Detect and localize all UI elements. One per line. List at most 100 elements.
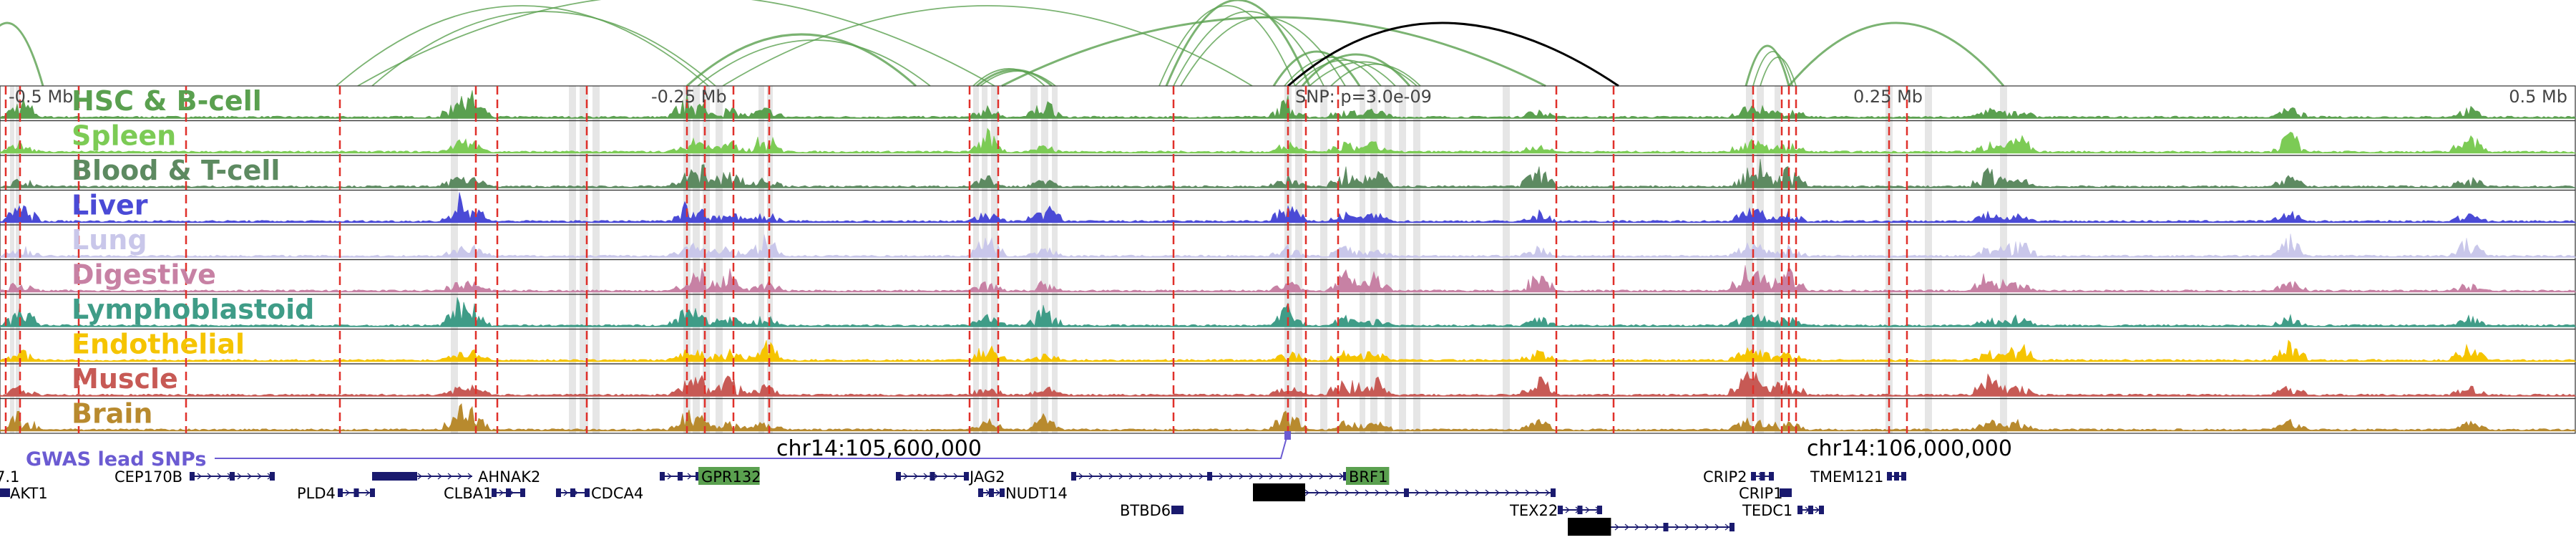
exon — [370, 488, 375, 497]
loop-arc — [1301, 53, 1411, 87]
strand-arrow — [1118, 473, 1123, 480]
track-label: Liver — [72, 190, 148, 221]
gene-label: CRIP1 — [1739, 485, 1782, 502]
exon — [1887, 472, 1892, 481]
exon — [660, 472, 665, 481]
gene-gpr132[interactable]: GPR132 — [660, 467, 761, 486]
exon — [1760, 472, 1765, 481]
strand-arrow — [1309, 473, 1314, 480]
strand-arrow — [1138, 473, 1143, 480]
gwas-link — [215, 432, 1289, 459]
strand-arrow — [1634, 524, 1639, 531]
gene-pld4[interactable]: PLD4 — [297, 485, 375, 502]
exon — [585, 488, 590, 497]
loop-arc — [976, 69, 1053, 87]
track-label: Endothelial — [72, 329, 245, 360]
gene-tex22[interactable]: TEX22 — [1509, 502, 1602, 519]
loop-arc — [686, 33, 917, 87]
scale-label: 0.25 Mb — [1853, 87, 1923, 107]
gene-label: JAG2 — [968, 468, 1005, 486]
exon — [1577, 506, 1583, 514]
gene-tedc1[interactable]: TEDC1 — [1742, 502, 1824, 519]
strand-arrow — [1355, 489, 1360, 496]
exon — [1404, 488, 1409, 497]
strand-arrow — [1375, 489, 1380, 496]
strand-arrow — [1525, 489, 1530, 496]
track-label: Lung — [72, 224, 147, 256]
strand-arrow — [1239, 473, 1244, 480]
strand-arrow — [1485, 489, 1490, 496]
distance-scale: -0.5 Mb -0.25 Mb SNP: p=3.0e-09 0.25 Mb 0.5 … — [9, 87, 2567, 107]
gene-ahnak2[interactable]: AHNAK2 — [372, 468, 540, 486]
strand-arrow — [1088, 473, 1093, 480]
strand-arrow — [1395, 489, 1400, 496]
exon — [964, 472, 969, 481]
gene-btbd6[interactable]: BTBD6 — [1120, 502, 1184, 519]
gene-label: NUDT14 — [1005, 485, 1068, 502]
gene-mta1[interactable]: MTA1 — [1568, 518, 1735, 536]
exon — [1000, 488, 1005, 497]
track-label: Digestive — [72, 259, 216, 291]
strand-arrow — [1704, 524, 1709, 531]
loop-arc — [1309, 61, 1418, 87]
strand-arrow — [1435, 489, 1440, 496]
strand-arrow — [1565, 506, 1570, 514]
loop-arc-highlight — [1287, 21, 1619, 87]
gene-nudt14[interactable]: NUDT14 — [978, 485, 1068, 502]
gene-label: BRF1 — [1349, 468, 1387, 486]
strand-arrow — [1219, 473, 1224, 480]
gene-clba1[interactable]: CLBA1 — [444, 485, 525, 502]
loop-arc — [1760, 57, 1797, 87]
track-label: Blood & T-cell — [72, 155, 280, 186]
exon — [372, 472, 417, 481]
gene-label: BTBD6 — [1120, 502, 1171, 519]
loop-arc — [1330, 63, 1421, 87]
gene-brf1[interactable]: BRF1 — [1071, 467, 1390, 486]
strand-arrow — [1078, 473, 1083, 480]
gene-badge-bg — [698, 467, 760, 485]
exon — [978, 488, 983, 497]
strand-arrow — [1585, 506, 1590, 514]
strand-arrow — [1289, 473, 1294, 480]
strand-arrow — [1624, 524, 1629, 531]
coordinate-label: chr14:105,600,000 — [776, 436, 982, 461]
exon — [5, 488, 10, 497]
exon — [678, 472, 683, 481]
gene-7-1[interactable]: 7.1 — [0, 468, 19, 486]
track-signal — [0, 127, 2576, 154]
gene-label: TEX22 — [1509, 502, 1558, 519]
gene-akt1[interactable]: AKT1 — [0, 485, 48, 502]
gene-jag2[interactable]: JAG2 — [896, 468, 1005, 486]
gene-label: 7.1 — [0, 468, 19, 486]
gene-tmem121[interactable]: TMEM121 — [1810, 468, 1906, 486]
gene-cdca4[interactable]: CDCA4 — [556, 485, 643, 502]
track-label: HSC & B-cell — [72, 85, 262, 117]
track-label: Lymphoblastoid — [72, 294, 314, 325]
strand-arrow — [217, 473, 222, 480]
strand-arrow — [1385, 489, 1390, 496]
strand-arrow — [1229, 473, 1234, 480]
exon — [896, 472, 901, 481]
strand-arrow — [257, 473, 262, 480]
loop-arc — [1284, 57, 1382, 87]
exon — [1071, 472, 1076, 481]
strand-arrow — [1445, 489, 1450, 496]
gene-label: TMEM121 — [1810, 468, 1883, 486]
strand-arrow — [667, 473, 672, 480]
strand-arrow — [1108, 473, 1113, 480]
gene-crip1[interactable]: CRIP1 — [1739, 485, 1792, 502]
exon — [1751, 472, 1756, 481]
gene-label: CDCA4 — [591, 485, 643, 502]
exon — [989, 488, 994, 497]
gwas-track-label: GWAS lead SNPs — [26, 448, 206, 471]
coordinate-label: chr14:106,000,000 — [1807, 436, 2012, 461]
gene-crip2[interactable]: CRIP2 — [1703, 468, 1774, 486]
strand-arrow — [687, 473, 692, 480]
strand-arrow — [237, 473, 242, 480]
strand-arrow — [207, 473, 212, 480]
gene-cep170b[interactable]: CEP170B — [114, 468, 275, 486]
loop-arc — [371, 11, 716, 87]
gene-pacs2[interactable]: PACS2 — [1253, 483, 1556, 502]
strand-arrow — [1345, 489, 1350, 496]
